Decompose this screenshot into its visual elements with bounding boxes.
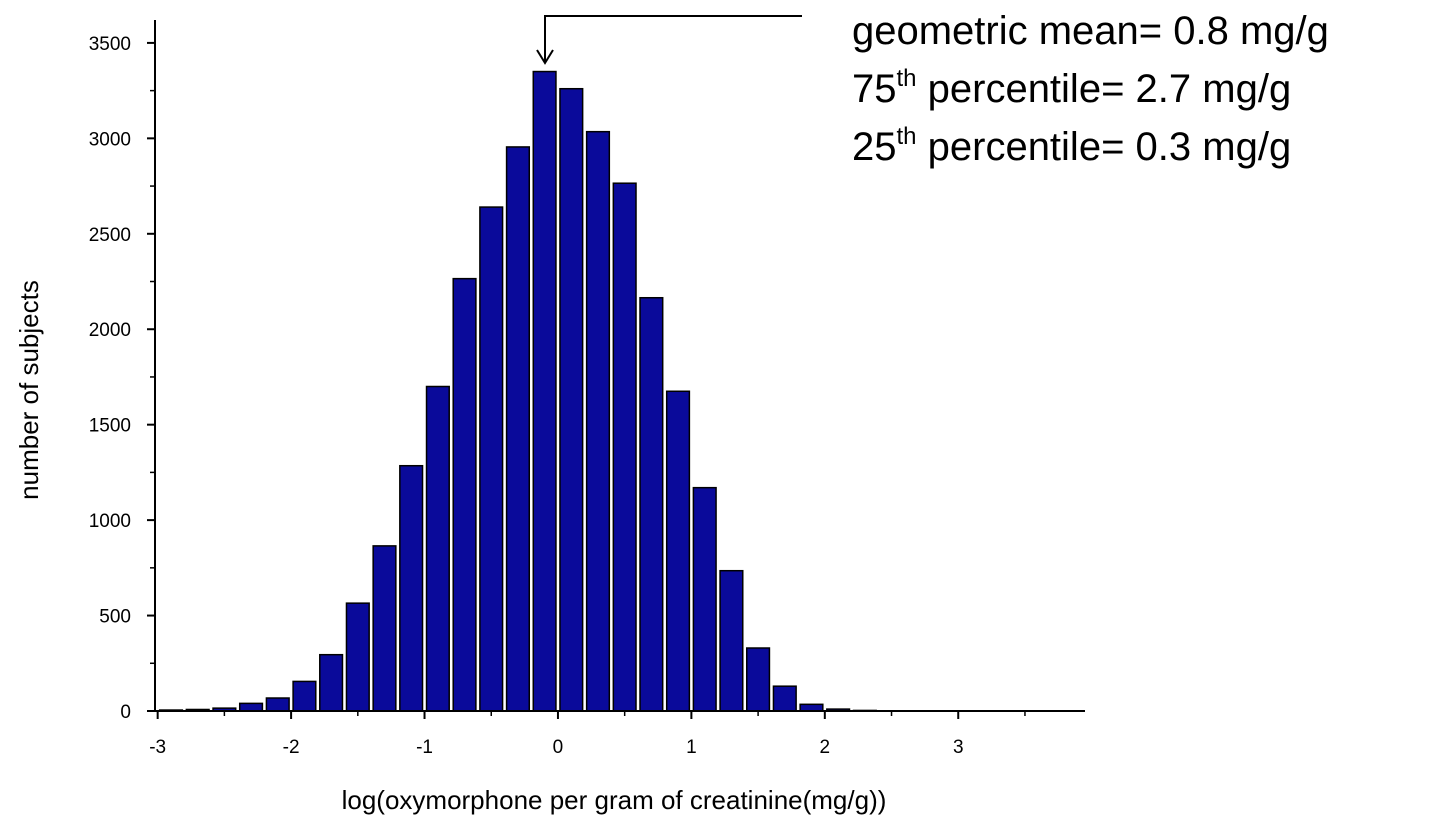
bar (612, 182, 637, 712)
x-tick-label: 0 (553, 737, 564, 758)
bar (799, 703, 824, 712)
annotation-superscript: th (897, 123, 917, 150)
bar (559, 87, 584, 712)
annotation-text: 25 (852, 125, 897, 169)
x-axis-title: log(oxymorphone per gram of creatinine(m… (342, 785, 887, 815)
y-tick-label: 3500 (89, 34, 131, 55)
annotation-text: percentile= 2.7 mg/g (917, 67, 1292, 111)
y-tick-label: 0 (120, 702, 131, 723)
x-tick-label: 2 (820, 737, 831, 758)
bar (692, 486, 717, 712)
y-tick-label: 3000 (89, 129, 131, 150)
bar (319, 653, 344, 712)
y-tick-label: 1500 (89, 416, 131, 437)
y-tick-label: 1000 (89, 511, 131, 532)
y-tick-label: 2500 (89, 225, 131, 246)
x-tick-label: -3 (149, 737, 166, 758)
arrow-head (536, 49, 554, 65)
bar (746, 647, 771, 712)
y-axis-title: number of subjects (14, 280, 44, 500)
bar (238, 702, 264, 712)
y-tick-label: 500 (99, 607, 131, 628)
bar (585, 130, 611, 712)
x-tick-label: -1 (416, 737, 433, 758)
bar (292, 680, 317, 712)
bar (399, 464, 424, 712)
bar (452, 277, 477, 712)
annotation-text: 75 (852, 67, 897, 111)
x-tick-label: 3 (953, 737, 964, 758)
annotation: 75th percentile= 2.7 mg/g (852, 65, 1291, 111)
bar (265, 697, 290, 712)
bar (345, 602, 370, 712)
annotation-arrow (544, 15, 802, 62)
bar (425, 385, 450, 712)
bar (772, 685, 797, 712)
annotation: geometric mean= 0.8 mg/g (852, 9, 1329, 53)
x-tick-label: 1 (686, 737, 697, 758)
bar (505, 146, 531, 712)
bar (719, 569, 744, 712)
bar (639, 296, 664, 712)
bar (479, 206, 504, 712)
bar (532, 70, 557, 712)
annotation: 25th percentile= 0.3 mg/g (852, 123, 1291, 169)
annotation-text: geometric mean= 0.8 mg/g (852, 9, 1329, 53)
x-tick-label: -2 (283, 737, 300, 758)
bar (665, 390, 691, 712)
annotation-superscript: th (897, 65, 917, 92)
y-tick-label: 2000 (89, 320, 131, 341)
annotation-text: percentile= 0.3 mg/g (917, 125, 1292, 169)
bar (372, 545, 397, 712)
